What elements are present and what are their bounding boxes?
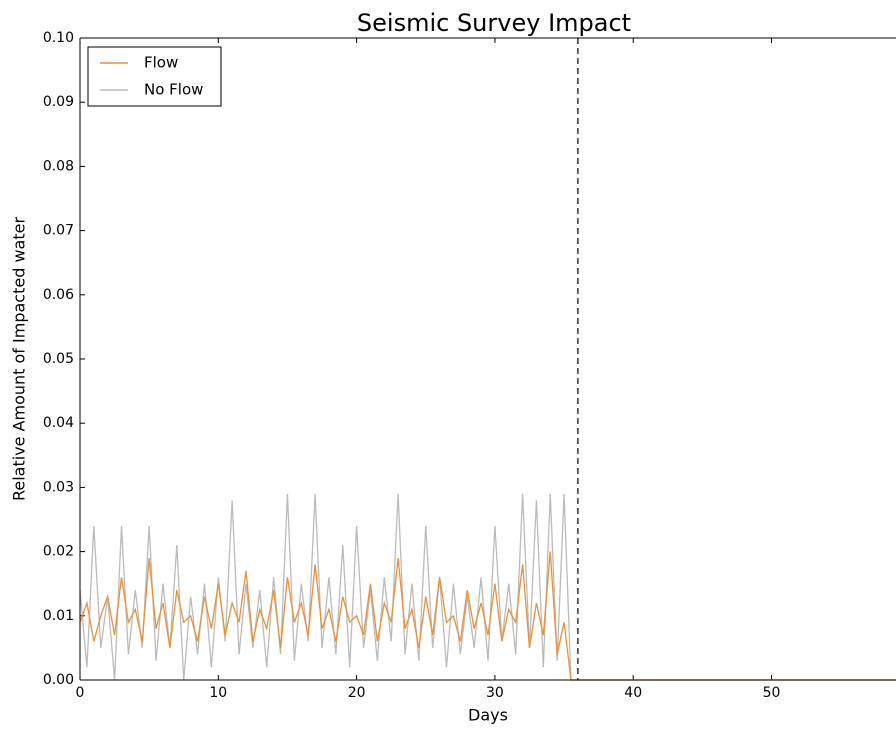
y-tick-label: 0.09	[43, 94, 74, 110]
legend-label: No Flow	[144, 81, 203, 99]
y-tick-label: 0.07	[43, 223, 74, 239]
y-tick-label: 0.01	[43, 608, 74, 624]
y-tick-label: 0.00	[43, 672, 74, 688]
x-tick-label: 0	[76, 685, 85, 701]
y-tick-label: 0.05	[43, 351, 74, 367]
x-tick-label: 40	[624, 685, 642, 701]
y-tick-label: 0.02	[43, 544, 74, 560]
y-tick-label: 0.08	[43, 158, 74, 174]
y-tick-label: 0.04	[43, 415, 74, 431]
x-tick-label: 10	[209, 685, 227, 701]
y-tick-label: 0.06	[43, 287, 74, 303]
x-tick-label: 20	[348, 685, 366, 701]
x-tick-label: 50	[763, 685, 781, 701]
x-axis-label: Days	[468, 706, 508, 725]
y-axis-label: Relative Amount of Impacted water	[10, 217, 29, 502]
y-tick-label: 0.03	[43, 479, 74, 495]
x-tick-label: 30	[486, 685, 504, 701]
chart-title: Seismic Survey Impact	[357, 9, 631, 37]
legend-label: Flow	[144, 54, 178, 72]
legend-box	[87, 46, 222, 107]
data-line	[79, 493, 896, 681]
y-tick-label: 0.10	[43, 30, 74, 46]
data-line	[79, 551, 896, 681]
